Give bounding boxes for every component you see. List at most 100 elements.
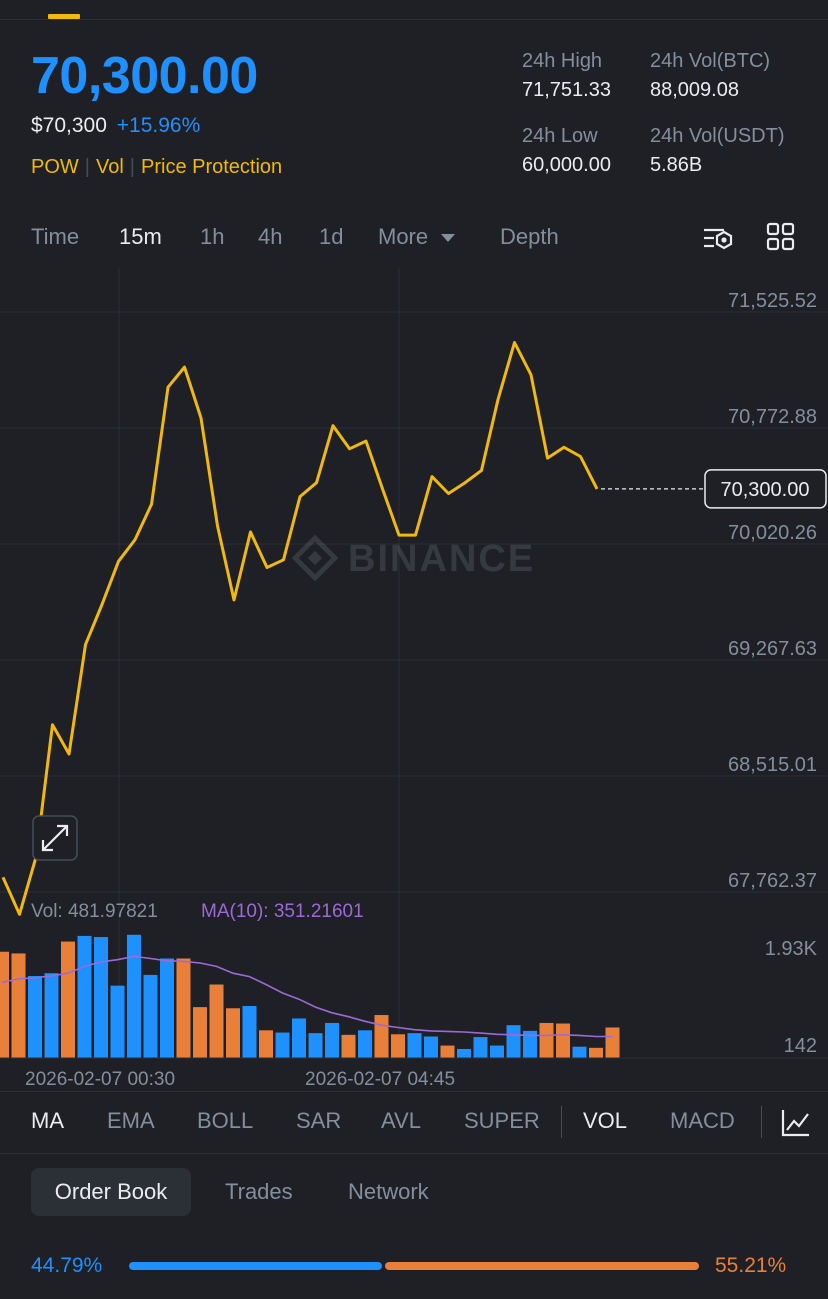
volume-bar — [358, 1030, 372, 1058]
volume-bar — [94, 937, 108, 1058]
indicator-avl[interactable]: AVL — [381, 1108, 421, 1133]
last-price-marker-text: 70,300.00 — [721, 479, 810, 501]
vol-btc-label: 24h Vol(BTC) — [650, 50, 771, 72]
indicator-macd[interactable]: MACD — [670, 1108, 735, 1133]
grid-layout-icon[interactable] — [766, 222, 798, 254]
tab-15m[interactable]: 15m — [119, 224, 162, 249]
volume-bar — [605, 1027, 620, 1058]
volume-bar — [28, 976, 42, 1058]
tab-order-book[interactable]: Order Book — [31, 1168, 191, 1216]
volume-bar — [193, 1007, 207, 1058]
volume-bar — [242, 1006, 257, 1058]
x-tick-1: 2026-02-07 00:30 — [25, 1069, 175, 1090]
volume-bar — [589, 1047, 603, 1058]
tab-1d[interactable]: 1d — [319, 224, 344, 249]
volume-bar — [292, 1018, 306, 1058]
change-percent: +15.96% — [116, 114, 201, 137]
volume-bar — [308, 1033, 323, 1058]
y-tick-label: 70,772.88 — [728, 406, 817, 428]
volume-bar — [160, 958, 174, 1058]
tab-trades[interactable]: Trades — [225, 1179, 293, 1204]
volume-bar — [572, 1046, 587, 1058]
high-value: 71,751.33 — [522, 79, 611, 101]
usd-price: $70,300 — [31, 114, 107, 137]
y-tick-label: 67,762.37 — [728, 870, 817, 892]
y-tick-label: 71,525.52 — [728, 290, 817, 312]
tab-network[interactable]: Network — [348, 1179, 429, 1204]
tag-pow[interactable]: POW — [31, 156, 79, 178]
y-axis-labels: 71,525.52 70,772.88 70,020.26 69,267.63 68,5… — [728, 290, 817, 892]
tab-4h[interactable]: 4h — [258, 224, 283, 249]
volume-bar — [143, 974, 158, 1058]
volume-bar — [61, 941, 75, 1058]
active-tab-indicator — [48, 14, 80, 19]
chart-settings-icon[interactable] — [702, 222, 734, 254]
indicator-super[interactable]: SUPER — [464, 1108, 540, 1133]
volume-bar — [457, 1048, 471, 1058]
top-divider — [0, 19, 828, 20]
buy-ratio-label: 44.79% — [31, 1254, 103, 1277]
volume-ma-line — [1, 955, 613, 1038]
volume-bar — [0, 951, 9, 1058]
volume-bar — [226, 1008, 240, 1058]
tab-depth[interactable]: Depth — [500, 224, 559, 249]
watermark-text: BINANCE — [348, 538, 535, 580]
vol-usdt-label: 24h Vol(USDT) — [650, 125, 785, 147]
volume-ma-label: MA(10): 351.21601 — [201, 901, 364, 922]
volume-bar — [407, 1033, 422, 1058]
volume-y-top: 1.93K — [765, 938, 818, 960]
volume-bar — [506, 1025, 521, 1058]
last-price-marker[interactable]: 70,300.00 — [704, 469, 827, 509]
price-line — [1, 341, 599, 916]
volume-bar — [391, 1034, 405, 1058]
volume-y-bottom: 142 — [784, 1035, 817, 1057]
drawing-tool-icon[interactable] — [781, 1108, 811, 1138]
price-usd-row: $70,300 +15.96% — [31, 114, 200, 138]
low-label: 24h Low — [522, 125, 598, 147]
chart-grid — [0, 268, 828, 1058]
volume-bar — [374, 1015, 389, 1058]
volume-bar — [127, 934, 141, 1058]
expand-icon[interactable] — [32, 815, 78, 861]
buy-ratio-bar — [129, 1262, 382, 1270]
volume-bar — [556, 1023, 570, 1058]
volume-bar — [523, 1030, 537, 1058]
volume-bar — [259, 1030, 273, 1058]
volume-bar — [77, 935, 92, 1058]
volume-bar — [473, 1037, 488, 1058]
tag-price-protection[interactable]: Price Protection — [141, 156, 283, 178]
vol-btc-value: 88,009.08 — [650, 79, 739, 101]
tab-time[interactable]: Time — [31, 224, 80, 249]
tag-row: POW | Vol | Price Protection — [31, 156, 283, 178]
volume-bar — [110, 985, 125, 1058]
volume-bar — [44, 973, 59, 1058]
volume-bar — [11, 953, 26, 1058]
low-value: 60,000.00 — [522, 154, 611, 176]
more-label: More — [378, 224, 429, 249]
y-tick-label: 69,267.63 — [728, 638, 817, 660]
volume-bar — [275, 1032, 290, 1058]
tab-more[interactable]: More — [378, 224, 456, 250]
volume-bar — [490, 1045, 504, 1058]
caret-down-icon — [441, 234, 456, 243]
volume-bar — [424, 1036, 438, 1058]
volume-bar — [209, 984, 224, 1058]
indicator-separator — [561, 1106, 562, 1138]
price-chart[interactable]: BINANCE 71,525.52 70,772.88 70,020.26 69,26… — [0, 268, 828, 1090]
indicator-divider-bottom — [0, 1153, 828, 1154]
x-tick-2: 2026-02-07 04:45 — [305, 1069, 455, 1090]
tab-1h[interactable]: 1h — [200, 224, 225, 249]
indicator-boll[interactable]: BOLL — [197, 1108, 254, 1133]
high-label: 24h High — [522, 50, 603, 72]
vol-usdt-value: 5.86B — [650, 154, 703, 176]
indicator-ma[interactable]: MA — [31, 1108, 64, 1133]
indicator-vol[interactable]: VOL — [583, 1108, 628, 1133]
indicator-ema[interactable]: EMA — [107, 1108, 155, 1133]
volume-bar — [440, 1045, 455, 1058]
indicator-divider-top — [0, 1091, 828, 1092]
tag-vol[interactable]: Vol — [95, 156, 124, 178]
volume-bar — [176, 958, 191, 1058]
y-tick-label: 70,020.26 — [728, 522, 817, 544]
volume-bar — [325, 1022, 339, 1058]
indicator-sar[interactable]: SAR — [296, 1108, 342, 1133]
